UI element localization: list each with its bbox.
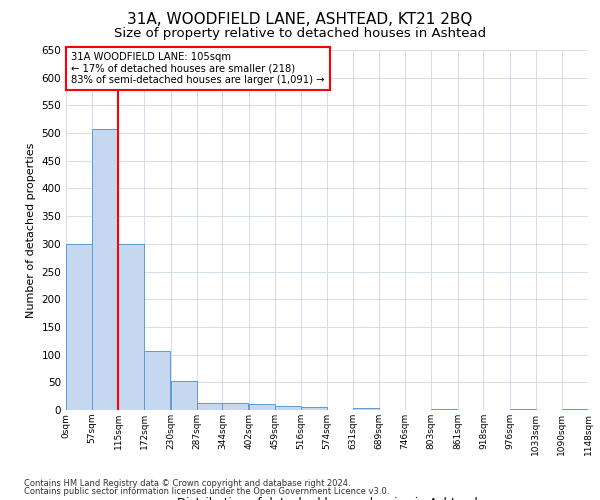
Text: Size of property relative to detached houses in Ashtead: Size of property relative to detached ho… [114, 28, 486, 40]
Bar [197, 404, 223, 410]
Bar [353, 408, 379, 410]
Bar [92, 129, 118, 410]
Bar [66, 244, 92, 410]
Text: Contains public sector information licensed under the Open Government Licence v3: Contains public sector information licen… [24, 487, 389, 496]
Text: 31A, WOODFIELD LANE, ASHTEAD, KT21 2BQ: 31A, WOODFIELD LANE, ASHTEAD, KT21 2BQ [127, 12, 473, 28]
X-axis label: Distribution of detached houses by size in Ashtead: Distribution of detached houses by size … [176, 496, 478, 500]
Bar [118, 244, 144, 410]
Bar [170, 380, 197, 410]
Y-axis label: Number of detached properties: Number of detached properties [26, 142, 36, 318]
Bar [301, 407, 326, 410]
Text: 31A WOODFIELD LANE: 105sqm
← 17% of detached houses are smaller (218)
83% of sem: 31A WOODFIELD LANE: 105sqm ← 17% of deta… [71, 52, 325, 85]
Bar [275, 406, 301, 410]
Bar [144, 352, 170, 410]
Bar [249, 404, 275, 410]
Bar [223, 403, 248, 410]
Text: Contains HM Land Registry data © Crown copyright and database right 2024.: Contains HM Land Registry data © Crown c… [24, 478, 350, 488]
